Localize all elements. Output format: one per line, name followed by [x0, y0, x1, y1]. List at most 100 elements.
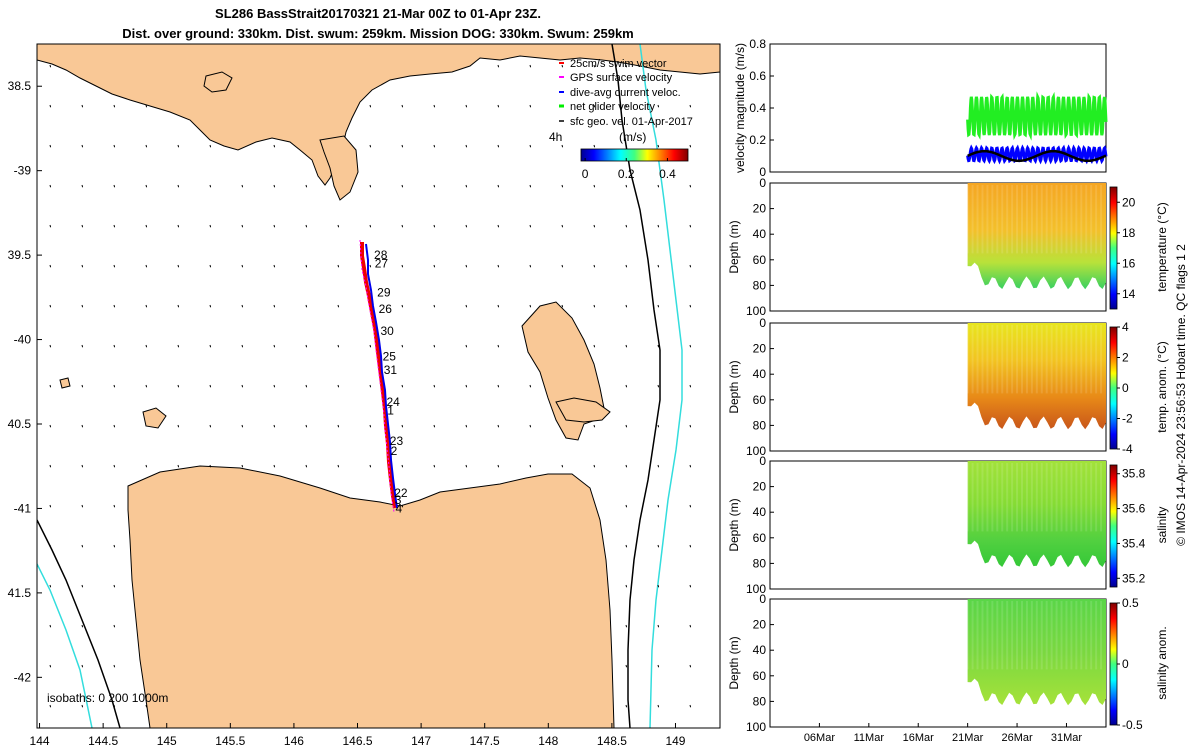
- section-colorbar: [1109, 326, 1118, 450]
- isobath-1000m-west: [37, 563, 93, 728]
- velocity-vector: [657, 464, 660, 468]
- velocity-vector: [401, 344, 404, 348]
- velocity-vector: [209, 464, 212, 468]
- track-day-label: 28: [374, 248, 388, 262]
- velocity-vector: [337, 384, 340, 388]
- colorbar-tick-label: 0: [582, 167, 589, 181]
- copyright-note: © IMOS 14-Apr-2024 23:56:53 Hobart time.…: [1174, 244, 1188, 546]
- track-red-swim-vectors: [360, 242, 397, 509]
- velocity-vector: [113, 264, 116, 268]
- velocity-vector: [529, 464, 532, 468]
- velocity-vector: [369, 344, 372, 348]
- map-frame: [36, 43, 721, 729]
- section-panel-salinity: 0 20 40 60 80 100 Depth (m) 35.2 35.4 35.6 35.8 sal…: [727, 454, 1169, 596]
- track-day-label: 26: [379, 302, 393, 316]
- velocity-vector: [113, 544, 116, 548]
- velocity-vector: [465, 184, 468, 188]
- land-tasmania: [127, 465, 615, 728]
- velocity-vector: [273, 184, 276, 188]
- velocity-vector: [689, 384, 692, 388]
- section-ytick-label: 100: [746, 582, 766, 596]
- velocity-vector: [433, 384, 436, 388]
- velocity-vector: [497, 264, 500, 268]
- velocity-vector: [49, 624, 52, 628]
- velocity-vector: [49, 304, 52, 308]
- land-wilsons-prom: [319, 135, 359, 201]
- section-ytick-label: 60: [753, 253, 767, 267]
- velocity-vector: [529, 64, 532, 68]
- section-colorbar: [1109, 186, 1118, 310]
- section-panel-temp_anom: 0 20 40 60 80 100 Depth (m) -4 -2 0 2 4 temp. anom. …: [727, 316, 1169, 458]
- land-islet-2: [59, 377, 71, 389]
- section-cb-tick-label: 20: [1122, 195, 1136, 209]
- velocity-vector: [145, 304, 148, 308]
- section-colorbar-label: temperature (°C): [1155, 202, 1169, 292]
- velocity-vector: [625, 344, 628, 348]
- map-xtick-label: 144: [30, 734, 50, 748]
- velocity-vector: [145, 224, 148, 228]
- section-cb-tick-label: 35.8: [1122, 467, 1146, 481]
- velocity-vector: [657, 184, 660, 188]
- velocity-vector: [689, 624, 692, 628]
- velocity-vector: [273, 424, 276, 428]
- colorbar-unit-label: (m/s): [619, 130, 646, 144]
- velocity-vector: [497, 64, 500, 68]
- velocity-vector: [465, 104, 468, 108]
- velocity-vector: [689, 464, 692, 468]
- velocity-vector: [81, 144, 84, 148]
- velocity-vector: [465, 144, 468, 148]
- velocity-vector: [305, 184, 308, 188]
- velocity-vector: [49, 584, 52, 588]
- velocity-vector: [113, 144, 116, 148]
- velocity-vector: [657, 264, 660, 268]
- velocity-vector: [561, 304, 564, 308]
- section-y-label: Depth (m): [727, 220, 741, 273]
- section-ytick-label: 60: [753, 393, 767, 407]
- velocity-vector: [209, 344, 212, 348]
- legend-label-gps: GPS surface velocity: [570, 72, 673, 84]
- track-day-label: 23: [390, 434, 404, 448]
- velocity-vector: [593, 104, 596, 108]
- section-ytick-label: 20: [753, 202, 767, 216]
- velocity-vector: [561, 224, 564, 228]
- velocity-vector: [49, 464, 52, 468]
- velocity-vector: [81, 224, 84, 228]
- isobath-legend: isobaths: 0 200 1000m: [47, 691, 168, 705]
- section-cb-tick-label: 2: [1122, 351, 1129, 365]
- track-day-label: 30: [380, 324, 394, 338]
- velocity-vector: [625, 584, 628, 588]
- time-tick-label: 11Mar: [854, 732, 885, 744]
- velocity-vector: [81, 544, 84, 548]
- section-ytick-label: 0: [759, 592, 766, 606]
- track-day-label: 3: [395, 493, 402, 507]
- velocity-vector: [81, 104, 84, 108]
- velocity-vector: [337, 344, 340, 348]
- map-ytick-label: 39.5: [8, 248, 32, 262]
- section-colorbar-label: salinity: [1155, 507, 1169, 544]
- velocity-vector: [497, 464, 500, 468]
- velocity-vector: [241, 304, 244, 308]
- velocity-vector: [433, 224, 436, 228]
- velocity-vector: [689, 264, 692, 268]
- velocity-vector: [593, 264, 596, 268]
- velocity-vector: [529, 144, 532, 148]
- velocity-vector: [689, 704, 692, 708]
- land-islet-1: [142, 407, 167, 429]
- velocity-vector: [657, 624, 660, 628]
- velocity-vector: [657, 344, 660, 348]
- velocity-vector: [273, 304, 276, 308]
- legend-label-dive: dive-avg current veloc.: [570, 87, 681, 99]
- velocity-vector: [273, 464, 276, 468]
- track-day-label: 22: [394, 486, 408, 500]
- velocity-series-2: [967, 149, 1107, 163]
- velocity-vector: [177, 424, 180, 428]
- section-cb-tick-label: 4: [1122, 320, 1129, 334]
- land-masses: [37, 44, 720, 728]
- velocity-vector: [177, 464, 180, 468]
- velocity-vector: [337, 304, 340, 308]
- time-tick-label: 31Mar: [1051, 732, 1083, 744]
- velocity-vector: [625, 144, 628, 148]
- velocity-vector: [209, 224, 212, 228]
- velocity-vector: [433, 104, 436, 108]
